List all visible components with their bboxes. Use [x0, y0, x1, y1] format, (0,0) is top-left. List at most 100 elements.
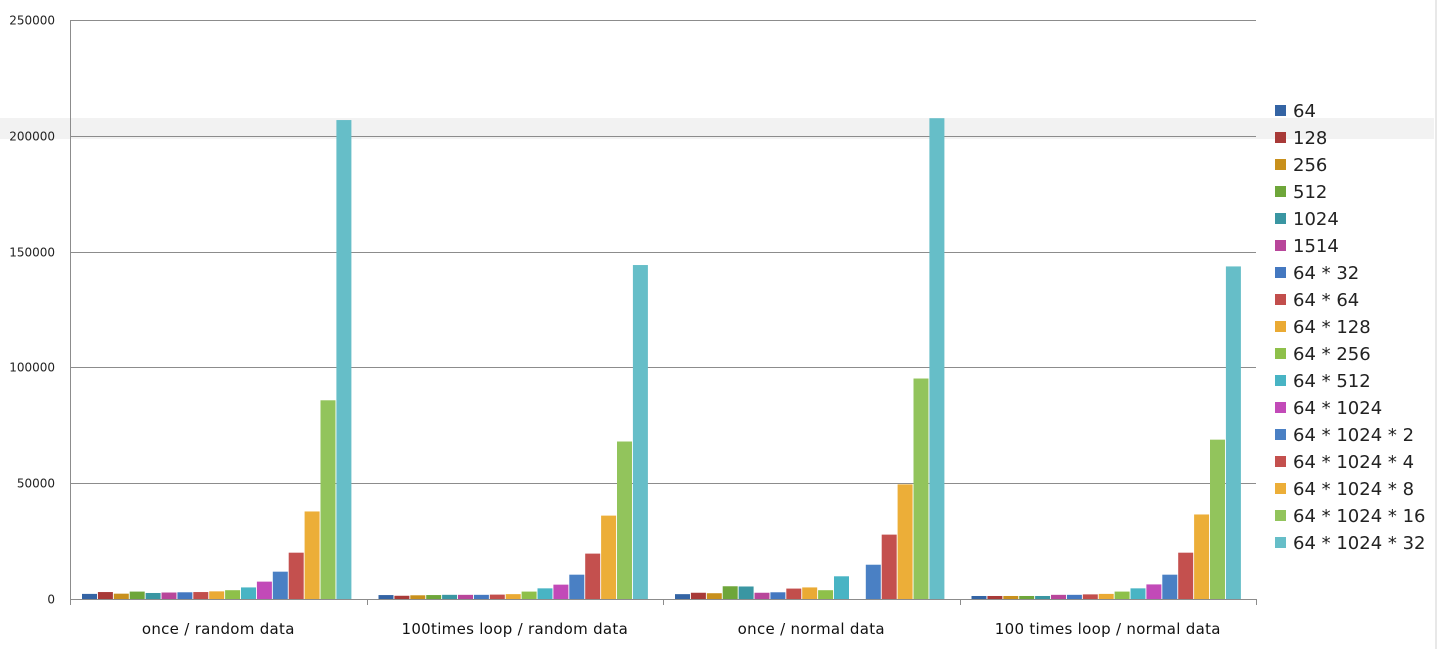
- legend-swatch: [1275, 105, 1286, 116]
- legend-item: 128: [1275, 128, 1327, 149]
- legend-swatch: [1275, 537, 1286, 548]
- bar: [690, 592, 706, 599]
- legend-swatch: [1275, 240, 1286, 251]
- bar: [553, 584, 569, 599]
- bar: [304, 511, 320, 599]
- bar: [145, 592, 161, 599]
- bar: [1130, 588, 1146, 599]
- legend-swatch: [1275, 348, 1286, 359]
- bar: [458, 594, 473, 599]
- legend-item: 1514: [1275, 236, 1339, 257]
- bar: [987, 595, 1003, 599]
- bar: [1225, 266, 1241, 599]
- legend-label: 512: [1293, 182, 1327, 203]
- bar: [256, 581, 272, 599]
- legend-item: 64 * 512: [1275, 371, 1371, 392]
- bar: [1178, 552, 1194, 599]
- bar: [1051, 594, 1066, 599]
- legend-label: 64 * 1024 * 4: [1293, 452, 1414, 473]
- grid-lines: [70, 20, 1256, 484]
- legend-item: 64 * 1024 * 16: [1275, 506, 1426, 527]
- legend-item: 256: [1275, 155, 1327, 176]
- bar: [632, 265, 648, 599]
- bar: [129, 591, 145, 599]
- legend-swatch: [1275, 294, 1286, 305]
- bar: [1019, 595, 1035, 599]
- legend-swatch: [1275, 456, 1286, 467]
- legend-item: 64 * 64: [1275, 290, 1359, 311]
- legend-item: 64 * 128: [1275, 317, 1371, 338]
- legend-swatch: [1275, 213, 1286, 224]
- legend-item: 64: [1275, 101, 1316, 122]
- bar: [272, 571, 288, 599]
- legend-swatch: [1275, 186, 1286, 197]
- bar: [521, 591, 537, 599]
- bar: [473, 594, 489, 599]
- bar: [442, 594, 458, 599]
- legend-label: 64 * 32: [1293, 263, 1359, 284]
- legend-label: 64 * 512: [1293, 371, 1371, 392]
- y-tick-label: 0: [47, 593, 55, 607]
- legend-label: 64 * 1024 * 16: [1293, 506, 1426, 527]
- bar: [675, 594, 690, 599]
- bar: [722, 586, 738, 599]
- axes: 0 50000 100000 150000 200000 250000 once / ran…: [9, 14, 1257, 638]
- legend-swatch: [1275, 429, 1286, 440]
- legend-swatch: [1275, 375, 1286, 386]
- bar: [865, 564, 881, 599]
- legend-label: 64 * 256: [1293, 344, 1371, 365]
- bar: [1194, 514, 1210, 599]
- bar: [537, 588, 553, 599]
- bar: [802, 587, 818, 599]
- legend-item: 64 * 1024 * 8: [1275, 479, 1414, 500]
- bar: [913, 378, 929, 599]
- legend-label: 64 * 1024 * 2: [1293, 425, 1414, 446]
- x-category-label: once / normal data: [738, 620, 885, 638]
- bar: [177, 592, 193, 599]
- bar: [426, 595, 442, 599]
- legend-item: 64 * 1024 * 4: [1275, 452, 1414, 473]
- bar: [770, 592, 786, 599]
- legend-label: 256: [1293, 155, 1327, 176]
- bar: [834, 576, 849, 599]
- legend-swatch: [1275, 510, 1286, 521]
- bar: [410, 595, 426, 599]
- bar: [569, 574, 585, 599]
- bar: [754, 592, 770, 599]
- bar: [1098, 593, 1114, 599]
- bar: [929, 118, 945, 599]
- bar: [585, 553, 601, 599]
- bar: [161, 592, 177, 599]
- bar: [1114, 591, 1130, 599]
- legend-item: 64 * 1024: [1275, 398, 1382, 419]
- bar: [1210, 439, 1225, 599]
- bar: [706, 593, 722, 599]
- y-tick-label: 200000: [9, 130, 55, 144]
- bar: [881, 534, 897, 599]
- legend-item: 64 * 32: [1275, 263, 1359, 284]
- legend-label: 64 * 1024 * 32: [1293, 533, 1426, 554]
- legend-label: 1514: [1293, 236, 1339, 257]
- bar: [97, 592, 113, 599]
- bar: [209, 591, 225, 599]
- legend-label: 64 * 1024 * 8: [1293, 479, 1414, 500]
- legend-item: 64 * 1024 * 2: [1275, 425, 1414, 446]
- x-category-label: once / random data: [142, 620, 295, 638]
- bar: [320, 400, 336, 599]
- bar: [1162, 574, 1178, 599]
- bar: [336, 120, 352, 600]
- legend: 64 128 256 512 1024 1514 64 * 32 64 * 64 64 * 12…: [1275, 101, 1426, 554]
- legend-swatch: [1275, 483, 1286, 494]
- bar: [1035, 595, 1051, 599]
- y-tick-label: 100000: [9, 361, 55, 375]
- legend-label: 128: [1293, 128, 1327, 149]
- bar: [971, 595, 987, 599]
- bar: [489, 594, 505, 599]
- legend-item: 512: [1275, 182, 1327, 203]
- y-tick-label: 150000: [9, 246, 55, 260]
- bar: [82, 593, 97, 599]
- bar: [394, 595, 410, 599]
- bar: [1003, 595, 1019, 599]
